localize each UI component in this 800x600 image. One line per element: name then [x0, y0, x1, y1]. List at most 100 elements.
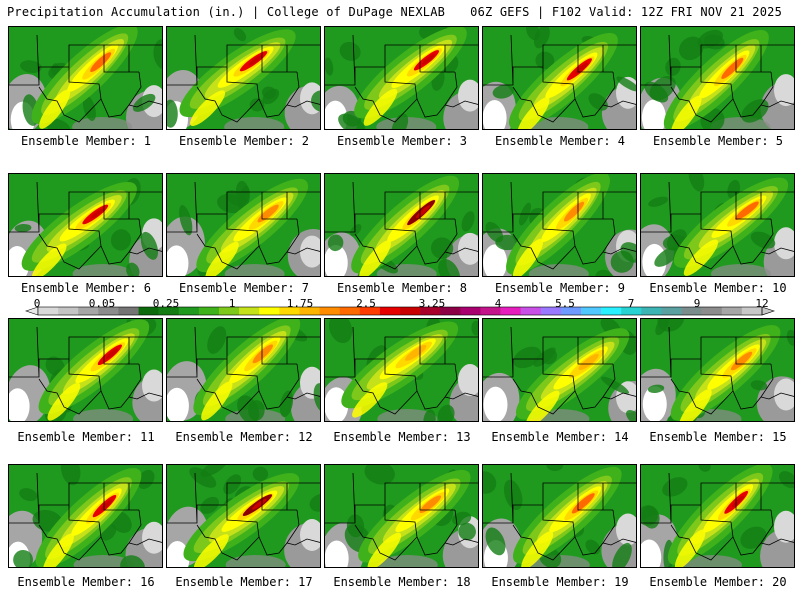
colorbar-tick-label: 12	[755, 297, 769, 310]
ensemble-member-label: Ensemble Member: 20	[649, 575, 787, 589]
state-boundaries	[9, 326, 162, 415]
colorbar-swatch	[741, 307, 763, 315]
ensemble-member-label: Ensemble Member: 1	[20, 134, 152, 148]
ensemble-member-label: Ensemble Member: 6	[20, 281, 152, 295]
ensemble-member-label: Ensemble Member: 16	[17, 575, 155, 589]
state-boundaries	[641, 326, 794, 415]
state-boundaries	[9, 472, 162, 561]
ensemble-map-panel	[482, 318, 637, 422]
ensemble-member-label: Ensemble Member: 12	[175, 430, 313, 444]
state-boundaries	[483, 472, 636, 561]
ensemble-member-label: Ensemble Member: 10	[649, 281, 787, 295]
precip-map	[483, 319, 636, 421]
ensemble-map-panel	[8, 173, 163, 277]
ensemble-member-label: Ensemble Member: 19	[491, 575, 629, 589]
colorbar-swatch	[118, 307, 139, 315]
state-boundaries	[167, 326, 320, 415]
colorbar-tick-label: 1.75	[286, 297, 314, 310]
state-boundaries	[167, 181, 320, 270]
colorbar-tick-label: 4	[494, 297, 502, 310]
ensemble-member-label: Ensemble Member: 15	[649, 430, 787, 444]
ensemble-map-panel	[482, 26, 637, 130]
ensemble-member-label: Ensemble Member: 13	[333, 430, 471, 444]
colorbar-swatch	[581, 307, 602, 315]
colorbar-swatch	[701, 307, 723, 315]
ensemble-map-panel	[640, 26, 795, 130]
precip-map	[641, 319, 794, 421]
ensemble-map-panel	[482, 173, 637, 277]
ensemble-member-label: Ensemble Member: 5	[652, 134, 784, 148]
precip-map	[483, 174, 636, 276]
state-boundaries	[325, 34, 478, 123]
ensemble-member-label: Ensemble Member: 7	[178, 281, 310, 295]
colorbar-tick-label: 3.25	[418, 297, 446, 310]
ensemble-member-label: Ensemble Member: 2	[178, 134, 310, 148]
ensemble-map-panel	[324, 318, 479, 422]
colorbar-tick-label: 0.25	[152, 297, 180, 310]
precip-map	[641, 465, 794, 567]
state-boundaries	[325, 181, 478, 270]
colorbar-swatch	[400, 307, 421, 315]
state-boundaries	[325, 326, 478, 415]
precip-map	[167, 27, 320, 129]
colorbar-tick-label: 1	[228, 297, 236, 310]
colorbar-swatch	[560, 307, 582, 315]
ensemble-map-panel	[166, 173, 321, 277]
colorbar-swatch	[500, 307, 521, 315]
precip-map	[167, 465, 320, 567]
colorbar-swatch	[319, 307, 340, 315]
colorbar-swatch	[460, 307, 481, 315]
precip-map	[325, 174, 478, 276]
ensemble-member-label: Ensemble Member: 9	[494, 281, 626, 295]
state-boundaries	[483, 34, 636, 123]
precip-map	[483, 465, 636, 567]
colorbar-swatch	[279, 307, 300, 315]
colorbar-tick-label: 7	[627, 297, 635, 310]
state-boundaries	[483, 181, 636, 270]
ensemble-map-panel	[8, 318, 163, 422]
ensemble-map-panel	[640, 318, 795, 422]
ensemble-member-label: Ensemble Member: 18	[333, 575, 471, 589]
state-boundaries	[9, 181, 162, 270]
ensemble-map-panel	[166, 464, 321, 568]
ensemble-member-label: Ensemble Member: 3	[336, 134, 468, 148]
colorbar-tick-label: 0	[33, 297, 41, 310]
colorbar-swatch	[480, 307, 501, 315]
map-title: Precipitation Accumulation (in.) | Colle…	[7, 5, 446, 19]
precip-map	[641, 27, 794, 129]
ensemble-member-label: Ensemble Member: 11	[17, 430, 155, 444]
precip-map	[9, 27, 162, 129]
colorbar-swatch	[721, 307, 743, 315]
state-boundaries	[325, 472, 478, 561]
ensemble-map-panel	[482, 464, 637, 568]
colorbar-swatch	[58, 307, 79, 315]
ensemble-map-panel	[324, 464, 479, 568]
ensemble-member-label: Ensemble Member: 8	[336, 281, 468, 295]
colorbar-swatch	[339, 307, 361, 315]
colorbar-swatch	[540, 307, 562, 315]
colorbar-swatch	[379, 307, 401, 315]
colorbar-swatch	[98, 307, 119, 315]
ensemble-map-panel	[324, 173, 479, 277]
precip-map	[167, 319, 320, 421]
colorbar-swatch	[259, 307, 280, 315]
state-boundaries	[641, 181, 794, 270]
ensemble-map-panel	[324, 26, 479, 130]
precip-map	[9, 174, 162, 276]
state-boundaries	[167, 34, 320, 123]
precip-map	[325, 27, 478, 129]
colorbar-tick-label: 0.05	[88, 297, 116, 310]
colorbar-swatch	[641, 307, 662, 315]
ensemble-map-panel	[640, 464, 795, 568]
colorbar-swatch	[78, 307, 99, 315]
colorbar-swatch	[520, 307, 542, 315]
state-boundaries	[483, 326, 636, 415]
precip-map	[325, 465, 478, 567]
colorbar-swatch	[219, 307, 240, 315]
colorbar-swatch	[138, 307, 159, 315]
colorbar-swatch	[178, 307, 200, 315]
state-boundaries	[9, 34, 162, 123]
colorbar-swatch	[158, 307, 180, 315]
ensemble-map-panel	[166, 26, 321, 130]
forecast-valid-time: 06Z GEFS | F102 Valid: 12Z FRI NOV 21 20…	[470, 5, 782, 19]
